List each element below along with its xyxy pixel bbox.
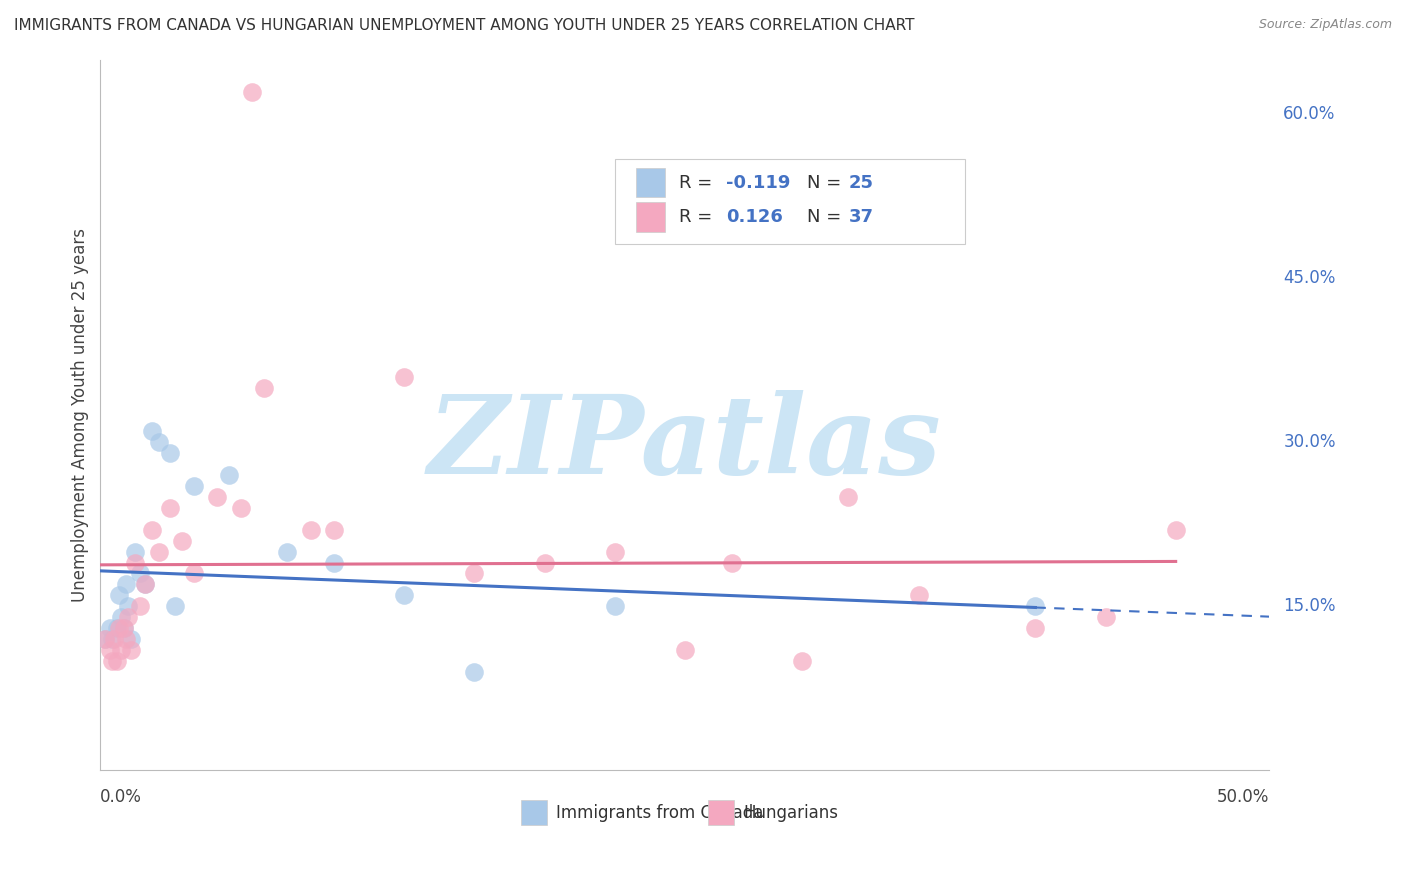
Point xyxy=(129,566,152,581)
Text: 37: 37 xyxy=(848,209,873,227)
Point xyxy=(117,599,139,614)
Point xyxy=(159,446,181,460)
Point xyxy=(790,654,813,668)
Text: Immigrants from Canada: Immigrants from Canada xyxy=(557,804,763,822)
Point xyxy=(207,490,229,504)
Point xyxy=(603,544,626,558)
Point xyxy=(108,588,131,602)
Point xyxy=(134,577,156,591)
Text: ZIPatlas: ZIPatlas xyxy=(427,390,942,497)
Text: 60.0%: 60.0% xyxy=(1284,105,1336,123)
Point xyxy=(115,577,138,591)
Point xyxy=(124,544,146,558)
Point xyxy=(141,523,163,537)
Text: -0.119: -0.119 xyxy=(725,174,790,192)
Point xyxy=(603,599,626,614)
Point xyxy=(1164,523,1187,537)
Point xyxy=(103,632,125,646)
Point xyxy=(218,468,240,483)
Point xyxy=(240,86,263,100)
Text: Hungarians: Hungarians xyxy=(744,804,838,822)
Point xyxy=(1094,610,1116,624)
Point xyxy=(124,556,146,570)
Point xyxy=(108,621,131,635)
Text: N =: N = xyxy=(807,174,848,192)
Text: R =: R = xyxy=(679,174,718,192)
Text: 30.0%: 30.0% xyxy=(1284,434,1336,451)
Point xyxy=(101,654,124,668)
Point xyxy=(673,643,696,657)
Point xyxy=(98,621,121,635)
Point xyxy=(183,479,205,493)
Point xyxy=(394,588,416,602)
Bar xyxy=(709,800,734,825)
FancyBboxPatch shape xyxy=(614,159,966,244)
Text: 0.0%: 0.0% xyxy=(100,788,142,806)
Text: IMMIGRANTS FROM CANADA VS HUNGARIAN UNEMPLOYMENT AMONG YOUTH UNDER 25 YEARS CORR: IMMIGRANTS FROM CANADA VS HUNGARIAN UNEM… xyxy=(14,18,914,33)
Point xyxy=(115,632,138,646)
Point xyxy=(117,610,139,624)
Text: 0.126: 0.126 xyxy=(725,209,783,227)
Text: 15.0%: 15.0% xyxy=(1284,598,1336,615)
Point xyxy=(120,632,142,646)
Point xyxy=(112,621,135,635)
Point xyxy=(110,643,132,657)
Point xyxy=(105,654,128,668)
Point xyxy=(148,435,170,450)
Point xyxy=(299,523,322,537)
Point xyxy=(907,588,929,602)
Point xyxy=(165,599,187,614)
Bar xyxy=(636,202,665,232)
Point xyxy=(323,556,346,570)
Point xyxy=(94,632,117,646)
Text: N =: N = xyxy=(807,209,848,227)
Text: 25: 25 xyxy=(848,174,873,192)
Point xyxy=(1024,599,1046,614)
Point xyxy=(394,369,416,384)
Text: R =: R = xyxy=(679,209,718,227)
Point xyxy=(253,381,276,395)
Point xyxy=(159,500,181,515)
Point xyxy=(229,500,252,515)
Bar xyxy=(522,800,547,825)
Point xyxy=(183,566,205,581)
Point xyxy=(141,425,163,439)
Point xyxy=(101,632,124,646)
Point xyxy=(323,523,346,537)
Point xyxy=(110,610,132,624)
Point xyxy=(98,643,121,657)
Point xyxy=(276,544,298,558)
Point xyxy=(720,556,742,570)
Text: 50.0%: 50.0% xyxy=(1216,788,1270,806)
Point xyxy=(129,599,152,614)
Point xyxy=(105,621,128,635)
Point xyxy=(94,632,117,646)
Text: Source: ZipAtlas.com: Source: ZipAtlas.com xyxy=(1258,18,1392,31)
Point xyxy=(148,544,170,558)
Y-axis label: Unemployment Among Youth under 25 years: Unemployment Among Youth under 25 years xyxy=(72,228,89,602)
Point xyxy=(837,490,859,504)
Point xyxy=(112,621,135,635)
Point xyxy=(1024,621,1046,635)
Point xyxy=(134,577,156,591)
Point xyxy=(463,566,485,581)
Point xyxy=(463,665,485,679)
Point xyxy=(533,556,555,570)
Point xyxy=(120,643,142,657)
Point xyxy=(172,533,194,548)
Text: 45.0%: 45.0% xyxy=(1284,269,1336,287)
Bar xyxy=(636,168,665,197)
